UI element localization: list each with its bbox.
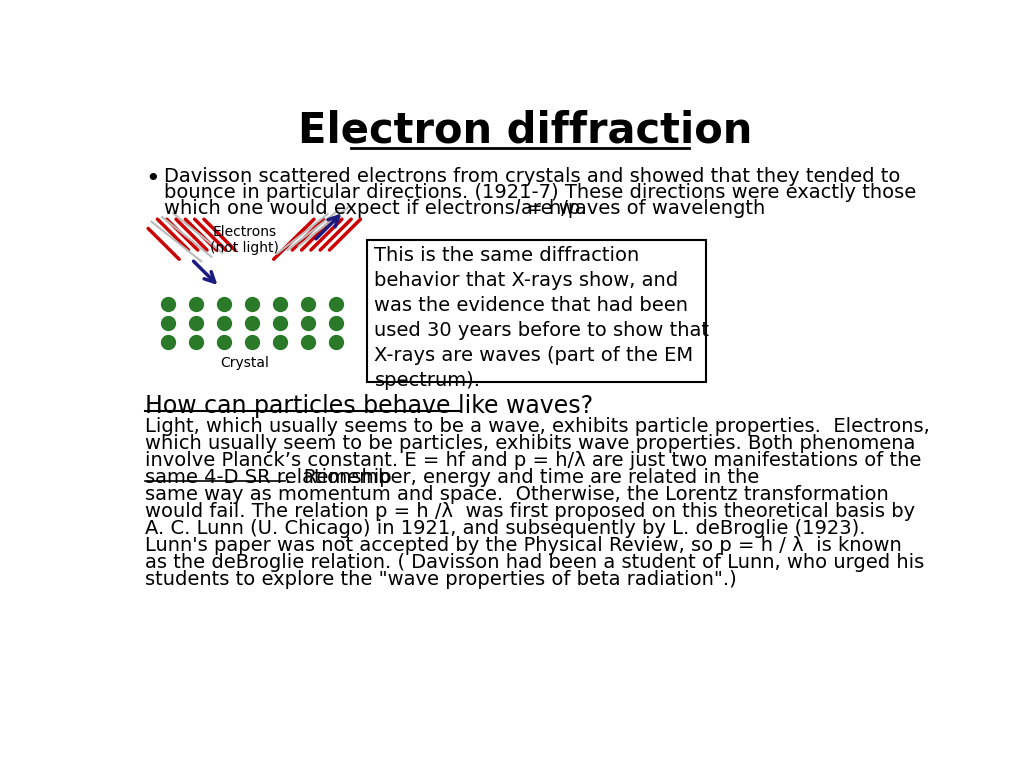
Point: [328, 317, 344, 329]
Text: Crystal: Crystal: [220, 356, 268, 370]
Text: as the deBroglie relation. ( Davisson had been a student of Lunn, who urged his: as the deBroglie relation. ( Davisson ha…: [145, 553, 925, 571]
Point: [300, 298, 316, 310]
Bar: [367, 240, 707, 382]
Text: = h/p.: = h/p.: [520, 199, 587, 218]
Point: [300, 317, 316, 329]
Text: students to explore the "wave properties of beta radiation".): students to explore the "wave properties…: [145, 570, 737, 588]
Text: same 4-D SR relationship: same 4-D SR relationship: [145, 468, 391, 487]
Text: involve Planck’s constant. E = hf and p = h/λ are just two manifestations of the: involve Planck’s constant. E = hf and p …: [145, 451, 922, 470]
Point: [160, 298, 176, 310]
Point: [160, 317, 176, 329]
Text: Davisson scattered electrons from crystals and showed that they tended to: Davisson scattered electrons from crysta…: [164, 167, 900, 186]
Point: [271, 298, 288, 310]
Text: would fail. The relation p = h /λ  was first proposed on this theoretical basis : would fail. The relation p = h /λ was fi…: [145, 502, 915, 521]
Text: This is the same diffraction
behavior that X-rays show, and
was the evidence tha: This is the same diffraction behavior th…: [375, 247, 710, 390]
Text: Electron diffraction: Electron diffraction: [298, 110, 752, 151]
Point: [244, 336, 260, 349]
Text: Lunn's paper was not accepted by the Physical Review, so p = h / λ  is known: Lunn's paper was not accepted by the Phy…: [145, 536, 902, 554]
Text: same way as momentum and space.  Otherwise, the Lorentz transformation: same way as momentum and space. Otherwis…: [145, 485, 889, 504]
Point: [160, 336, 176, 349]
Text: which usually seem to be particles, exhibits wave properties. Both phenomena: which usually seem to be particles, exhi…: [145, 434, 915, 453]
Text: which one would expect if electrons are waves of wavelength: which one would expect if electrons are …: [164, 199, 771, 218]
Point: [216, 298, 232, 310]
Point: [188, 298, 205, 310]
Point: [244, 317, 260, 329]
Point: [216, 317, 232, 329]
Point: [271, 336, 288, 349]
Point: [188, 317, 205, 329]
Point: [271, 317, 288, 329]
Text: A. C. Lunn (U. Chicago) in 1921, and subsequently by L. deBroglie (1923).: A. C. Lunn (U. Chicago) in 1921, and sub…: [145, 518, 865, 538]
Text: .  Remember, energy and time are related in the: . Remember, energy and time are related …: [286, 468, 760, 487]
Point: [328, 336, 344, 349]
Text: Electrons
(not light): Electrons (not light): [210, 225, 279, 255]
Point: [216, 336, 232, 349]
Text: How can particles behave like waves?: How can particles behave like waves?: [145, 394, 593, 418]
Point: [300, 336, 316, 349]
Text: •: •: [145, 167, 160, 191]
Point: [188, 336, 205, 349]
Point: [244, 298, 260, 310]
Text: Light, which usually seems to be a wave, exhibits particle properties.  Electron: Light, which usually seems to be a wave,…: [145, 417, 930, 436]
Point: [328, 298, 344, 310]
Text: l: l: [515, 199, 520, 218]
Text: bounce in particular directions. (1921-7) These directions were exactly those: bounce in particular directions. (1921-7…: [164, 183, 915, 202]
